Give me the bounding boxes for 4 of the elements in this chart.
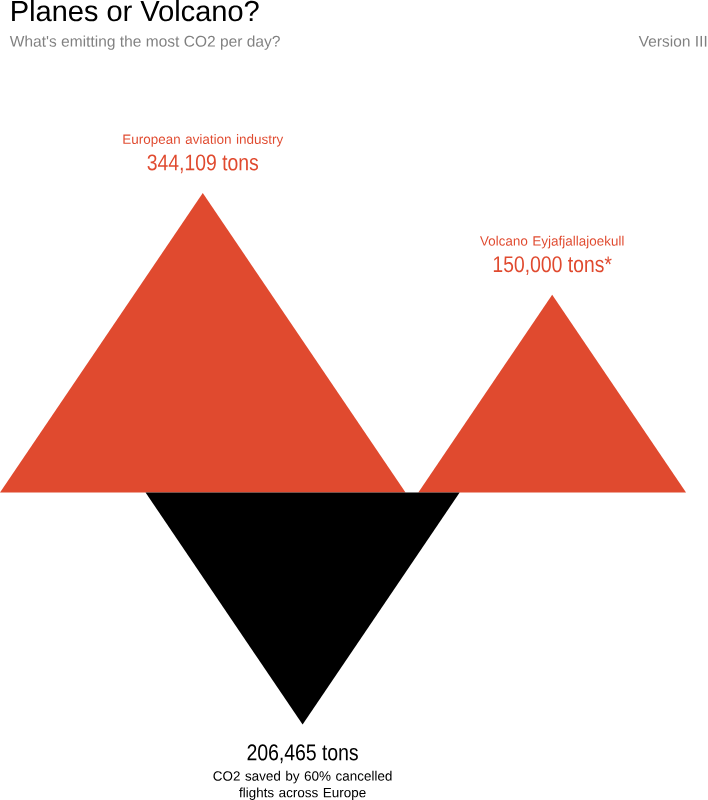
data-label: 206,465 tons bbox=[247, 744, 358, 764]
text: Planes or Volcano? bbox=[12, 0, 259, 22]
data-label: 150,000 tons* bbox=[493, 256, 612, 275]
data-label: 344,109 tons bbox=[147, 154, 259, 174]
